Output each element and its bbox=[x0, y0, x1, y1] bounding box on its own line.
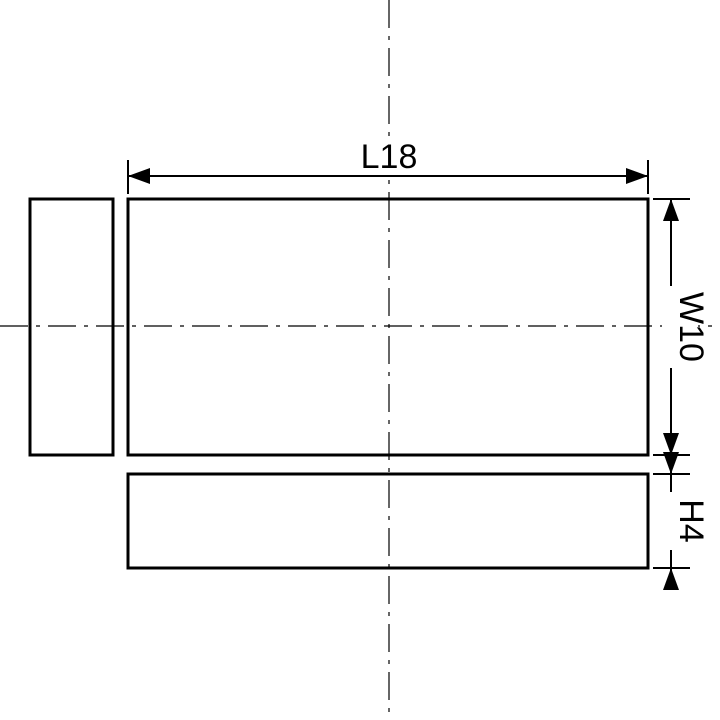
dim-W-label: W10 bbox=[672, 292, 710, 362]
arrow-down-icon bbox=[663, 433, 679, 455]
dim-H-label: H4 bbox=[672, 499, 710, 542]
rect-left bbox=[30, 199, 113, 455]
arrow-right-icon bbox=[626, 168, 648, 184]
dim-W: W10 bbox=[653, 199, 710, 455]
arrow-down-icon bbox=[663, 568, 679, 590]
rect-main bbox=[128, 199, 648, 455]
rect-bottom bbox=[128, 474, 648, 568]
dim-L: L18 bbox=[128, 138, 648, 194]
engineering-drawing: L18 W10 H4 bbox=[0, 0, 720, 720]
dim-H: H4 bbox=[653, 452, 710, 590]
arrow-up-icon bbox=[663, 452, 679, 474]
arrow-left-icon bbox=[128, 168, 150, 184]
arrow-up-icon bbox=[663, 199, 679, 221]
dim-L-label: L18 bbox=[361, 138, 418, 176]
